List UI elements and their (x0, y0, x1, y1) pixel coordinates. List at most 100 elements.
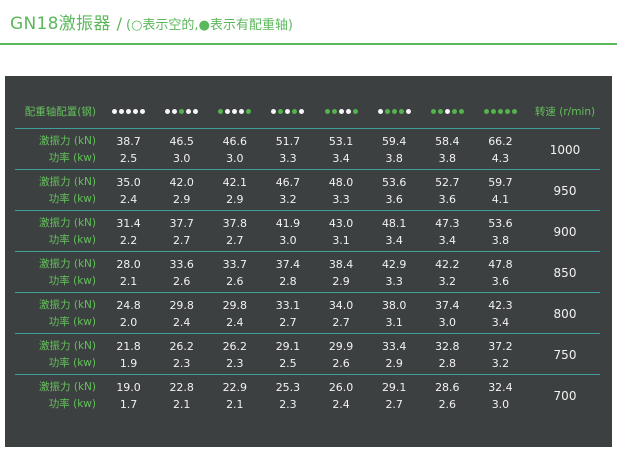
value-column: 46.6 3.0 (208, 133, 261, 167)
counterweight-dot-empty (232, 108, 238, 114)
force-value: 53.6 (381, 175, 407, 189)
value-column: 26.0 2.4 (315, 379, 368, 413)
force-value: 46.5 (169, 134, 194, 148)
power-value: 3.4 (332, 151, 350, 165)
value-column: 47.3 3.4 (421, 215, 474, 249)
table-header-row: 配重轴配置(钢) 转速 (r/min) (14, 76, 603, 129)
value-column: 34.0 2.7 (315, 297, 368, 331)
row-values: 24.8 2.0 29.8 2.4 29.8 2.4 33.1 2.7 34.0 2.7 38.0 3… (102, 297, 527, 331)
value-column: 29.1 2.7 (368, 379, 421, 413)
speed-value: 700 (553, 388, 577, 403)
counterweight-dot-empty (338, 108, 344, 114)
value-column: 38.7 2.5 (102, 133, 155, 167)
force-value: 31.4 (116, 216, 141, 230)
force-value: 51.7 (275, 134, 301, 148)
table-row: 激振力 (kN) 功率 (kw) 21.8 1.9 26.2 2.3 26.2 2.3 29.1… (14, 334, 603, 375)
counterweight-dot-empty (405, 108, 411, 114)
force-label: 激振力 (kN) (39, 134, 96, 147)
value-column: 19.0 1.7 (102, 379, 155, 413)
force-value: 43.0 (328, 216, 354, 230)
value-column: 25.3 2.3 (261, 379, 314, 413)
legend-text: (○表示空的,●表示有配重轴) (126, 18, 293, 33)
value-column: 38.4 2.9 (315, 256, 368, 290)
counterweight-dot-filled (278, 108, 284, 114)
power-value: 3.3 (279, 151, 297, 165)
force-value: 28.6 (435, 380, 460, 394)
title-divider (0, 43, 617, 45)
power-value: 4.3 (491, 151, 510, 165)
force-value: 29.8 (169, 298, 194, 312)
power-value: 3.3 (332, 192, 350, 206)
counterweight-dot-filled (458, 108, 464, 114)
force-value: 29.1 (381, 380, 407, 394)
counterweight-dot-filled (451, 108, 457, 114)
force-value: 22.8 (169, 380, 194, 394)
value-column: 52.7 3.6 (421, 174, 474, 208)
power-value: 3.0 (279, 233, 297, 247)
counterweight-pattern (421, 108, 474, 114)
force-value: 32.8 (435, 339, 460, 353)
value-column: 26.2 2.3 (208, 338, 261, 372)
value-column: 29.9 2.6 (315, 338, 368, 372)
power-value: 2.3 (172, 356, 191, 370)
speed-header-label: 转速 (r/min) (534, 105, 596, 118)
value-column: 53.6 3.8 (474, 215, 527, 249)
force-value: 33.7 (222, 257, 248, 271)
power-value: 3.6 (491, 274, 510, 288)
force-value: 42.0 (169, 175, 194, 189)
speed-value: 900 (553, 224, 577, 239)
counterweight-dot-empty (119, 108, 125, 114)
power-value: 2.7 (226, 233, 244, 247)
force-value: 29.8 (222, 298, 248, 312)
force-value: 59.4 (381, 134, 407, 148)
value-column: 48.0 3.3 (315, 174, 368, 208)
row-labels: 激振力 (kN) 功率 (kw) (14, 297, 102, 331)
counterweight-dot-empty (165, 108, 171, 114)
row-values: 28.0 2.1 33.6 2.6 33.7 2.6 37.4 2.8 38.4 2.9 42.9 3… (102, 256, 527, 290)
power-value: 2.3 (226, 356, 244, 370)
power-value: 3.8 (438, 151, 457, 165)
power-value: 3.1 (332, 233, 350, 247)
counterweight-dot-filled (391, 108, 397, 114)
value-column: 42.2 3.2 (421, 256, 474, 290)
power-value: 2.0 (119, 315, 138, 329)
counterweight-pattern (208, 108, 261, 114)
power-value: 3.2 (279, 192, 297, 206)
power-value: 2.2 (119, 233, 138, 247)
force-value: 25.3 (275, 380, 301, 394)
value-column: 59.7 4.1 (474, 174, 527, 208)
row-labels: 激振力 (kN) 功率 (kw) (14, 256, 102, 290)
row-values: 21.8 1.9 26.2 2.3 26.2 2.3 29.1 2.5 29.9 2.6 33.4 2… (102, 338, 527, 372)
power-value: 3.8 (385, 151, 403, 165)
table-row: 激振力 (kN) 功率 (kw) 38.7 2.5 46.5 3.0 46.6 3.0 51.7… (14, 129, 603, 170)
spec-table-panel: 配重轴配置(钢) 转速 (r/min) 激振力 (kN) 功率 (kw) 38.7 2… (5, 76, 612, 447)
value-column: 22.9 2.1 (208, 379, 261, 413)
counterweight-dot-filled (511, 108, 517, 114)
counterweight-dot-empty (377, 108, 383, 114)
value-column: 33.6 2.6 (155, 256, 208, 290)
value-column: 29.8 2.4 (208, 297, 261, 331)
force-value: 21.8 (116, 339, 141, 353)
row-values: 31.4 2.2 37.7 2.7 37.8 2.7 41.9 3.0 43.0 3.1 48.1 3… (102, 215, 527, 249)
power-value: 2.1 (119, 274, 138, 288)
power-label: 功率 (kw) (48, 233, 96, 246)
power-value: 2.7 (332, 315, 350, 329)
power-value: 1.7 (119, 397, 138, 411)
power-value: 3.4 (491, 315, 510, 329)
force-label: 激振力 (kN) (39, 339, 96, 352)
force-value: 47.8 (488, 257, 513, 271)
counterweight-dot-filled (437, 108, 443, 114)
value-column: 66.2 4.3 (474, 133, 527, 167)
force-value: 37.2 (488, 339, 513, 353)
power-value: 3.0 (491, 397, 510, 411)
power-value: 2.4 (119, 192, 138, 206)
force-value: 29.1 (275, 339, 301, 353)
counterweight-dot-empty (140, 108, 146, 114)
table-row: 激振力 (kN) 功率 (kw) 19.0 1.7 22.8 2.1 22.9 2.1 25.3… (14, 375, 603, 416)
force-value: 32.4 (488, 380, 513, 394)
row-labels: 激振力 (kN) 功率 (kw) (14, 174, 102, 208)
counterweight-dot-empty (285, 108, 291, 114)
force-value: 42.9 (381, 257, 407, 271)
force-value: 48.0 (328, 175, 354, 189)
